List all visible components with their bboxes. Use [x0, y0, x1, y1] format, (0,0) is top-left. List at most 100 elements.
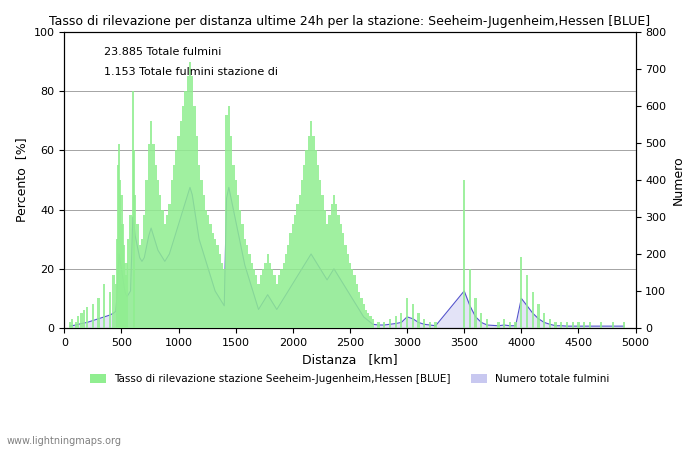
Bar	[200, 180, 202, 328]
Bar	[232, 165, 234, 328]
Bar	[423, 319, 426, 328]
Bar	[171, 180, 173, 328]
Bar	[310, 121, 312, 328]
Bar	[600, 322, 603, 328]
Bar	[335, 204, 337, 328]
Bar	[321, 195, 323, 328]
Bar	[323, 210, 326, 328]
Bar	[314, 150, 317, 328]
Bar	[139, 245, 141, 328]
Bar	[340, 225, 342, 328]
Bar	[509, 322, 511, 328]
Bar	[289, 233, 292, 328]
Bar	[400, 313, 402, 328]
Bar	[86, 307, 88, 328]
Bar	[342, 233, 344, 328]
Bar	[228, 106, 230, 328]
Bar	[260, 274, 262, 328]
Bar	[360, 298, 363, 328]
Bar	[298, 195, 301, 328]
Bar	[330, 204, 332, 328]
Bar	[184, 91, 186, 328]
Bar	[463, 180, 466, 328]
Bar	[173, 165, 175, 328]
Bar	[143, 216, 146, 328]
Bar	[271, 269, 274, 328]
Bar	[241, 225, 244, 328]
Bar	[520, 257, 522, 328]
Bar	[287, 245, 289, 328]
Bar	[234, 180, 237, 328]
Bar	[168, 204, 171, 328]
Bar	[77, 316, 79, 328]
Bar	[146, 180, 148, 328]
Bar	[560, 322, 563, 328]
Bar	[180, 121, 182, 328]
Text: 23.885 Totale fulmini: 23.885 Totale fulmini	[104, 47, 222, 57]
Bar	[319, 180, 321, 328]
Bar	[480, 313, 482, 328]
Bar	[121, 225, 124, 328]
Bar	[367, 313, 370, 328]
Bar	[356, 284, 358, 328]
Legend: Tasso di rilevazione stazione Seeheim-Jugenheim,Hessen [BLUE], Numero totale ful: Tasso di rilevazione stazione Seeheim-Ju…	[86, 369, 614, 388]
Bar	[92, 304, 94, 328]
Bar	[248, 254, 251, 328]
Bar	[308, 135, 310, 328]
Bar	[209, 225, 211, 328]
Bar	[71, 319, 74, 328]
Bar	[412, 304, 414, 328]
Bar	[75, 322, 77, 328]
Bar	[97, 298, 99, 328]
Bar	[130, 216, 132, 328]
Bar	[198, 165, 200, 328]
Y-axis label: Numero: Numero	[672, 155, 685, 205]
Bar	[285, 254, 287, 328]
Bar	[435, 322, 437, 328]
Bar	[395, 316, 397, 328]
Bar	[186, 76, 189, 328]
Bar	[549, 319, 551, 328]
Bar	[189, 62, 191, 328]
Bar	[162, 210, 164, 328]
Bar	[406, 298, 408, 328]
Bar	[214, 239, 216, 328]
Bar	[326, 225, 328, 328]
Bar	[251, 263, 253, 328]
Bar	[193, 106, 196, 328]
Bar	[115, 284, 117, 328]
Bar	[538, 304, 540, 328]
Bar	[239, 210, 241, 328]
Bar	[429, 322, 431, 328]
Bar	[301, 180, 303, 328]
Bar	[155, 165, 157, 328]
Bar	[141, 239, 143, 328]
Bar	[572, 322, 574, 328]
Bar	[218, 254, 220, 328]
Bar	[118, 144, 120, 328]
Bar	[148, 144, 150, 328]
Bar	[623, 322, 625, 328]
X-axis label: Distanza   [km]: Distanza [km]	[302, 353, 398, 366]
Bar	[69, 322, 71, 328]
Bar	[389, 319, 391, 328]
Bar	[578, 322, 580, 328]
Bar	[175, 150, 177, 328]
Bar	[103, 284, 106, 328]
Bar	[365, 310, 367, 328]
Bar	[305, 150, 308, 328]
Bar	[383, 322, 386, 328]
Bar	[258, 284, 260, 328]
Bar	[237, 195, 239, 328]
Bar	[255, 274, 258, 328]
Bar	[164, 225, 166, 328]
Bar	[303, 165, 305, 328]
Bar	[267, 254, 269, 328]
Bar	[346, 254, 349, 328]
Bar	[133, 150, 135, 328]
Bar	[280, 269, 283, 328]
Bar	[337, 216, 340, 328]
Bar	[220, 263, 223, 328]
Bar	[264, 263, 267, 328]
Bar	[344, 245, 346, 328]
